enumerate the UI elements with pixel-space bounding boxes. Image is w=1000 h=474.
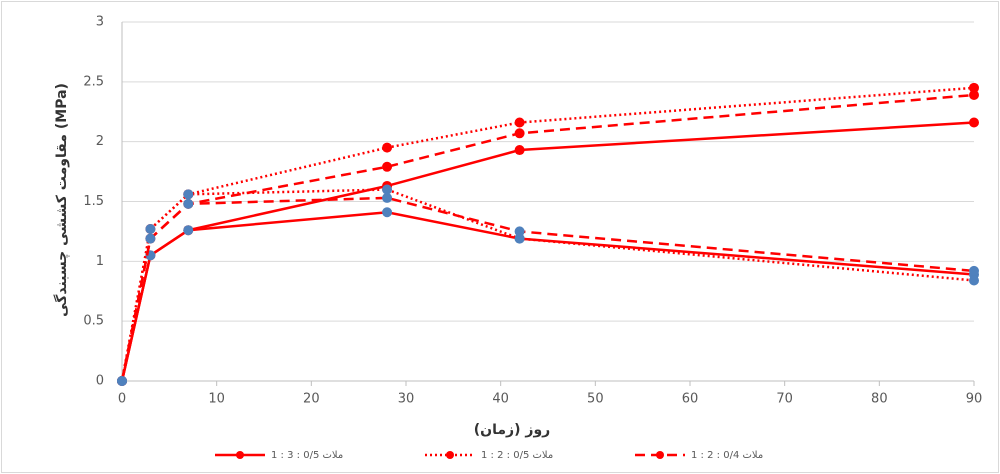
data-point — [183, 225, 194, 236]
x-tick-label: 60 — [682, 392, 699, 407]
y-tick-label: 0 — [96, 374, 104, 389]
data-point — [382, 142, 393, 153]
x-axis-title: روز (زمان) — [474, 422, 550, 438]
data-point — [183, 189, 194, 200]
y-tick-label: 1 — [96, 254, 104, 269]
data-point — [514, 128, 525, 139]
data-point — [969, 117, 979, 128]
data-point — [145, 233, 156, 244]
data-point — [969, 265, 979, 276]
legend-label: ملات 0/4 : 2 : 1 — [691, 450, 763, 461]
y-tick-label: 2 — [96, 134, 104, 149]
legend-marker — [236, 451, 244, 459]
data-point — [183, 198, 194, 209]
data-point — [969, 89, 979, 100]
data-point — [382, 184, 393, 195]
y-tick-label: 2.5 — [83, 74, 104, 89]
x-tick-label: 40 — [492, 392, 509, 407]
legend-label: ملات 0/5 : 3 : 1 — [271, 450, 343, 461]
series-line — [120, 188, 975, 382]
data-point — [514, 145, 525, 156]
data-point — [382, 192, 393, 203]
x-tick-label: 90 — [966, 392, 983, 407]
series-line — [120, 196, 975, 382]
legend-marker — [656, 451, 664, 459]
legend-label: ملات 0/5 : 2 : 1 — [481, 450, 553, 461]
x-tick-label: 10 — [208, 392, 225, 407]
y-tick-label: 0.5 — [83, 314, 104, 329]
series-line — [120, 211, 975, 382]
data-point — [514, 233, 525, 244]
data-point — [382, 207, 393, 218]
x-tick-label: 0 — [118, 392, 126, 407]
x-tick-label: 30 — [398, 392, 415, 407]
series-line — [120, 86, 975, 382]
data-point — [117, 376, 127, 386]
legend-marker — [446, 451, 454, 459]
data-point — [514, 117, 525, 128]
data-point — [969, 275, 979, 286]
data-point — [382, 161, 393, 172]
x-tick-label: 50 — [587, 392, 604, 407]
data-point — [145, 224, 156, 235]
y-tick-label: 1.5 — [83, 194, 104, 209]
y-axis-title: مقاومت کششی چسبندگی (MPa) — [53, 83, 70, 317]
x-tick-label: 20 — [303, 392, 320, 407]
y-tick-label: 3 — [96, 15, 104, 30]
data-point — [969, 82, 979, 93]
x-tick-label: 70 — [776, 392, 793, 407]
data-point — [514, 226, 525, 237]
x-tick-label: 80 — [871, 392, 888, 407]
